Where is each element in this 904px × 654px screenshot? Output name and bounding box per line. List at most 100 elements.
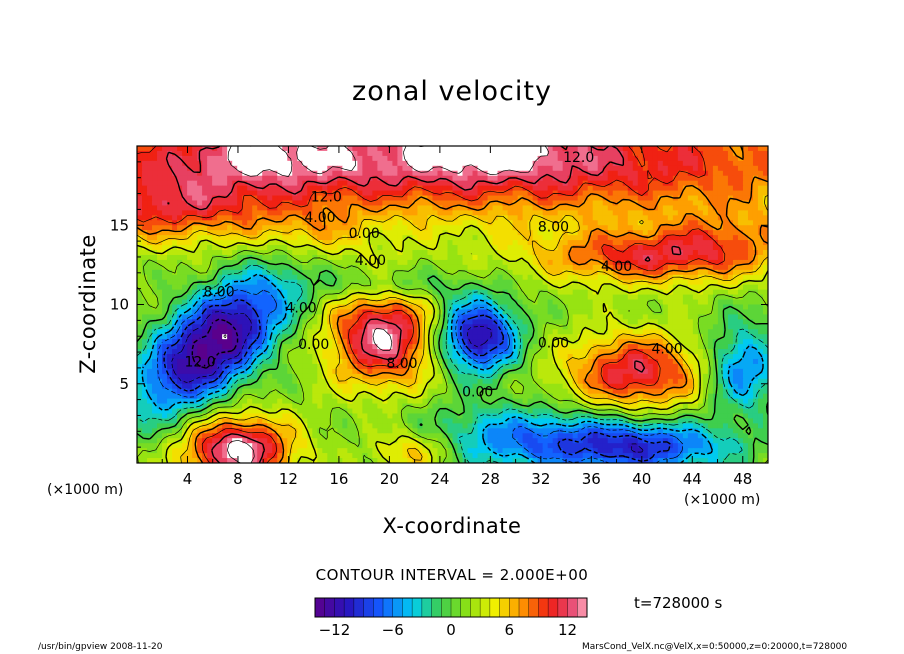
field-cell (677, 155, 684, 162)
field-cell (232, 274, 238, 281)
field-cell (522, 294, 529, 301)
field-cell (322, 150, 328, 157)
field-cell (147, 170, 153, 177)
field-cell (757, 294, 764, 301)
field-cell (482, 299, 489, 306)
field-cell (717, 190, 724, 197)
field-cell (347, 180, 353, 187)
field-cell (177, 180, 183, 187)
field-cell (732, 215, 739, 221)
field-cell (162, 294, 168, 301)
field-cell (487, 299, 494, 306)
field-cell (697, 279, 704, 286)
field-cell (392, 230, 399, 236)
field-cell (357, 254, 363, 261)
field-cell (412, 279, 419, 286)
field-cell (187, 264, 193, 271)
field-cell (577, 235, 584, 241)
field-cell (367, 314, 373, 320)
field-cell (202, 220, 208, 226)
field-cell (407, 190, 414, 197)
field-cell (662, 254, 669, 261)
field-cell (397, 155, 404, 162)
field-cell (547, 155, 554, 162)
field-cell (187, 250, 193, 256)
field-cell (427, 334, 434, 340)
field-cell (297, 334, 303, 340)
field-cell (137, 309, 143, 315)
field-cell (527, 190, 534, 197)
field-cell (642, 264, 649, 271)
field-cell (347, 254, 353, 261)
field-cell (207, 225, 213, 231)
field-cell (512, 245, 519, 251)
field-cell (657, 245, 664, 251)
field-cell (302, 175, 308, 182)
field-cell (282, 200, 288, 207)
field-cell (707, 274, 714, 281)
field-cell (202, 190, 208, 197)
field-cell (687, 180, 694, 187)
field-cell (732, 235, 739, 241)
field-cell (262, 165, 268, 172)
field-cell (182, 269, 188, 276)
field-cell (257, 294, 263, 301)
field-cell (707, 314, 714, 320)
field-cell (752, 190, 759, 197)
field-cell (607, 245, 614, 251)
field-cell (162, 155, 168, 162)
field-cell (452, 205, 459, 211)
field-cell (167, 160, 173, 167)
field-cell (517, 225, 524, 231)
field-cell (732, 299, 739, 306)
field-cell (367, 210, 373, 216)
field-cell (637, 304, 644, 311)
field-cell (222, 230, 228, 236)
field-cell (207, 185, 213, 192)
field-cell (527, 334, 534, 340)
field-cell (697, 309, 704, 315)
field-cell (502, 185, 509, 192)
field-cell (267, 155, 273, 162)
field-cell (267, 146, 273, 152)
field-cell (442, 324, 449, 330)
field-cell (612, 225, 619, 231)
field-cell (577, 160, 584, 167)
field-cell (287, 220, 293, 226)
field-cell (212, 235, 218, 241)
field-cell (737, 254, 744, 261)
field-cell (542, 319, 549, 325)
field-cell (152, 215, 158, 221)
field-cell (662, 264, 669, 271)
field-cell (252, 165, 258, 172)
field-cell (177, 334, 183, 340)
field-cell (762, 324, 768, 330)
field-cell (442, 180, 449, 187)
field-cell (332, 195, 338, 202)
field-cell (217, 284, 223, 291)
field-cell (477, 304, 484, 311)
field-cell (667, 309, 674, 315)
field-cell (592, 190, 599, 197)
field-cell (382, 284, 388, 291)
field-cell (427, 220, 434, 226)
field-cell (367, 294, 373, 301)
field-cell (502, 210, 509, 216)
field-cell (657, 170, 664, 177)
field-cell (722, 289, 729, 296)
field-cell (197, 250, 203, 256)
field-cell (242, 185, 248, 192)
field-cell (352, 264, 358, 271)
field-cell (597, 264, 604, 271)
field-cell (492, 205, 499, 211)
field-cell (727, 334, 734, 340)
field-cell (762, 334, 768, 340)
field-cell (297, 245, 303, 251)
field-cell (577, 155, 584, 162)
field-cell (372, 220, 378, 226)
field-cell (147, 195, 153, 202)
field-cell (447, 150, 454, 157)
field-cell (167, 329, 173, 335)
field-cell (752, 279, 759, 286)
field-cell (237, 165, 243, 172)
